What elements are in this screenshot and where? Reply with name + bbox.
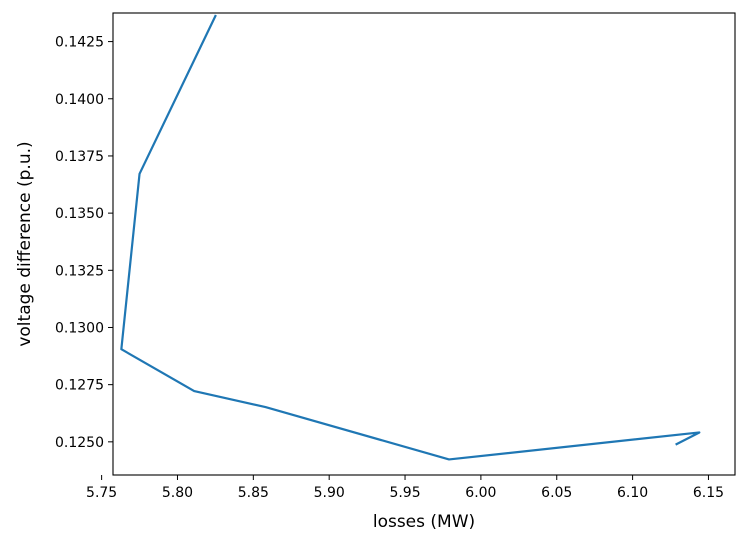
y-tick-label: 0.1300: [55, 320, 104, 336]
y-tick-label: 0.1400: [55, 92, 104, 108]
x-tick-label: 6.15: [693, 485, 724, 501]
x-tick-label: 6.10: [617, 485, 648, 501]
x-tick-label: 6.00: [465, 485, 496, 501]
x-tick-label: 5.80: [162, 485, 193, 501]
x-tick-label: 6.05: [541, 485, 572, 501]
y-tick-label: 0.1425: [55, 35, 104, 51]
x-tick-label: 5.85: [238, 485, 269, 501]
y-tick-label: 0.1325: [55, 263, 104, 279]
y-tick-label: 0.1250: [55, 435, 104, 451]
plot-frame: [112, 12, 736, 476]
y-axis-title: voltage difference (p.u.): [15, 141, 35, 346]
y-tick-label: 0.1375: [55, 149, 104, 165]
chart-marks: [120, 14, 701, 461]
x-axis-title: losses (MW): [373, 512, 475, 532]
series-line-1: [120, 14, 701, 461]
x-tick-label: 5.95: [389, 485, 420, 501]
x-axis: 5.75 5.80 5.85 5.90 5.95 6.00 6.05 6.10 6.15: [86, 475, 724, 501]
x-tick-label: 5.90: [314, 485, 345, 501]
y-tick-label: 0.1275: [55, 378, 104, 394]
y-tick-label: 0.1350: [55, 206, 104, 222]
x-tick-label: 5.75: [86, 485, 117, 501]
y-axis: 0.1250 0.1275 0.1300 0.1325 0.1350 0.1375 0.14…: [55, 35, 113, 451]
